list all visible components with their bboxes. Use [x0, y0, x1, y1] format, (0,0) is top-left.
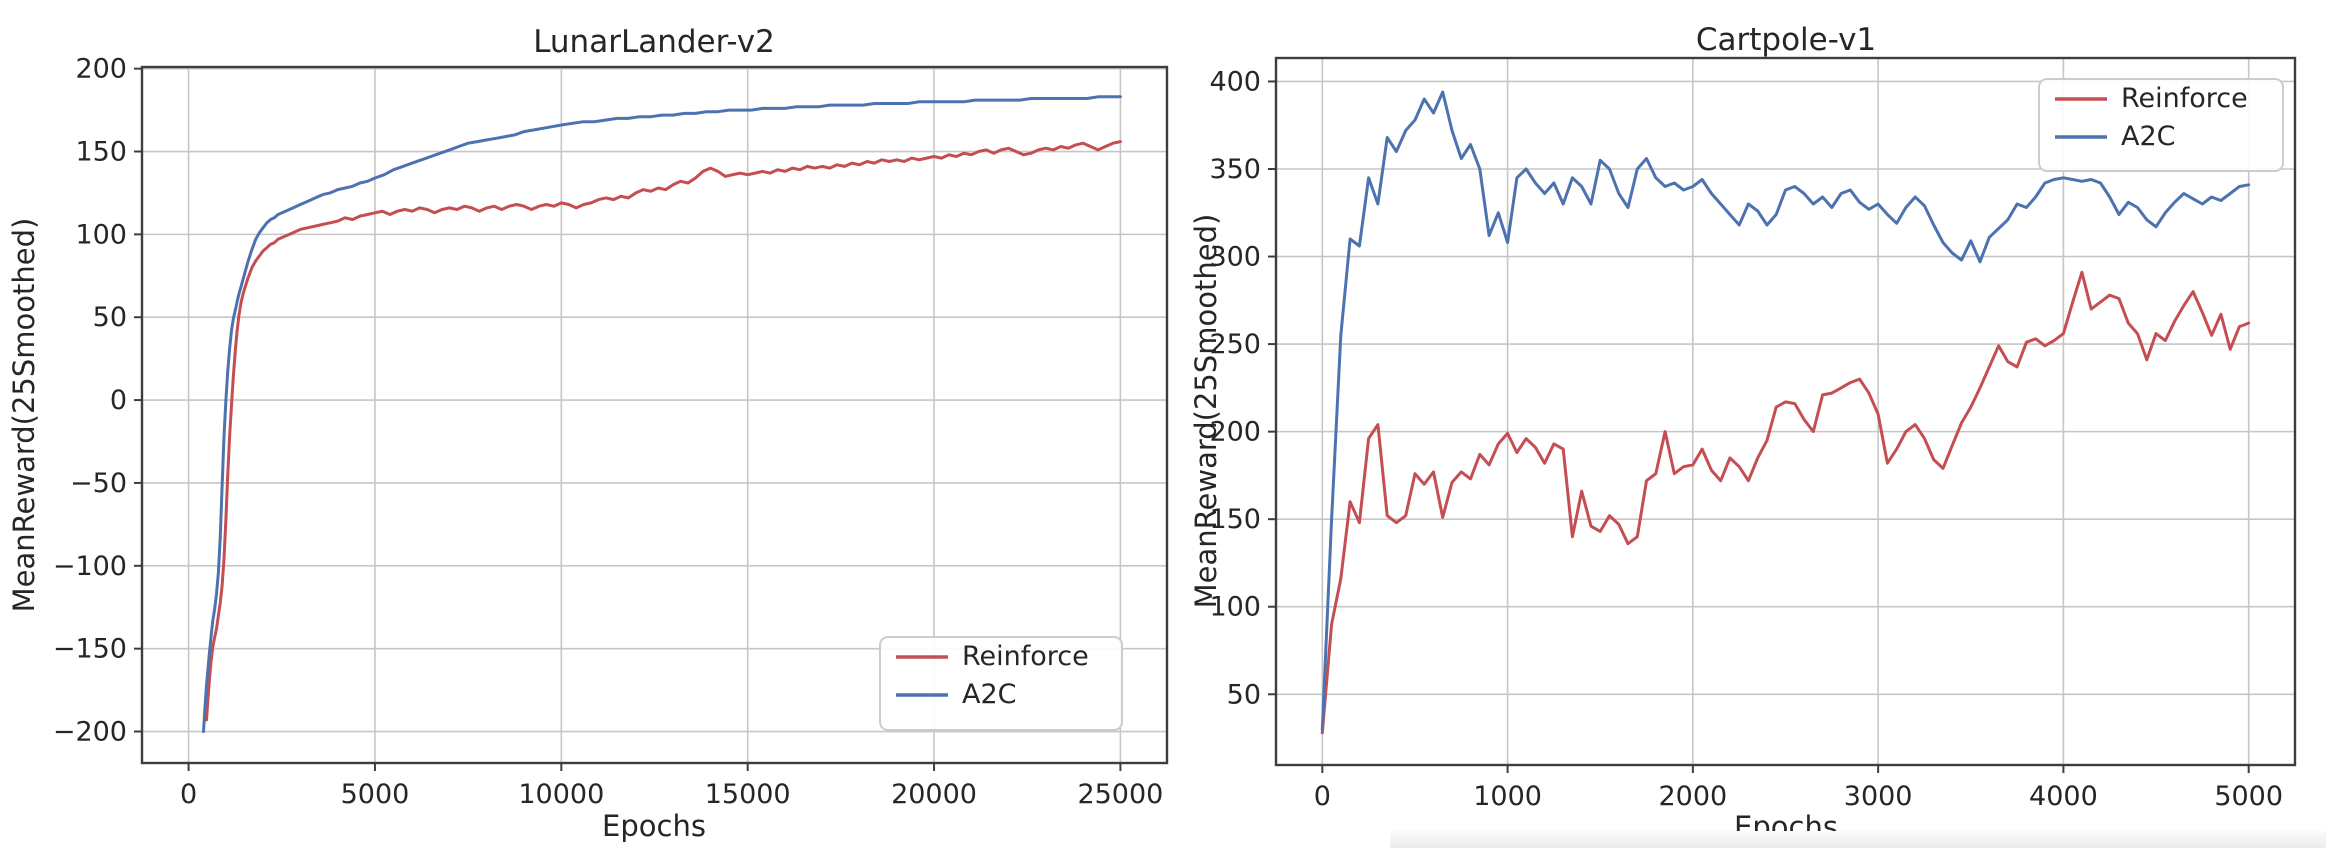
y-tick-label: 150: [1209, 504, 1261, 535]
x-tick-label: 1000: [1473, 781, 1542, 812]
axes-frame: [140, 65, 1169, 765]
y-tick-label: 300: [1209, 242, 1261, 273]
x-tick-label: 20000: [891, 779, 977, 810]
legend-box: [879, 636, 1123, 731]
series-line-reinforce: [205, 140, 1122, 722]
x-tick-label: 4000: [2029, 781, 2098, 812]
chart-title: LunarLander-v2: [533, 24, 775, 60]
y-tick-label: 50: [1227, 679, 1261, 710]
y-tick-label: −200: [53, 717, 127, 748]
x-tick-label: 15000: [705, 779, 791, 810]
x-tick-label: 0: [180, 779, 197, 810]
gridlines: [142, 67, 1167, 763]
y-axis-label: MeanReward(25Smoothed): [1189, 214, 1223, 609]
x-tick-label: 3000: [1844, 781, 1913, 812]
series-line-reinforce: [1320, 270, 2251, 735]
legend-label-a2c: A2C: [962, 679, 1017, 710]
chart-title: Cartpole-v1: [1696, 22, 1876, 58]
series-line-a2c: [202, 95, 1122, 733]
legend-box: [2038, 78, 2284, 172]
x-tick-label: 0: [1314, 781, 1331, 812]
tick-marks: [134, 67, 1122, 771]
x-axis-label: Epochs: [602, 809, 706, 843]
x-tick-label: 5000: [2214, 781, 2283, 812]
tick-marks: [1268, 80, 2250, 773]
y-tick-label: 200: [75, 54, 127, 85]
y-tick-label: −50: [70, 468, 127, 499]
y-tick-label: −150: [53, 634, 127, 665]
y-tick-label: 400: [1209, 66, 1261, 97]
x-tick-label: 10000: [518, 779, 604, 810]
plot-area: [1276, 58, 2295, 765]
legend-label-reinforce: Reinforce: [962, 641, 1089, 672]
y-tick-label: 0: [110, 385, 127, 416]
y-tick-label: 350: [1209, 154, 1261, 185]
y-tick-label: 200: [1209, 417, 1261, 448]
screenshot-edge-artifact: [1390, 831, 2326, 848]
legend-label-reinforce: Reinforce: [2121, 83, 2248, 114]
y-tick-label: 250: [1209, 329, 1261, 360]
legend-label-a2c: A2C: [2121, 121, 2176, 152]
y-tick-label: −100: [53, 551, 127, 582]
x-tick-label: 5000: [341, 779, 410, 810]
y-tick-label: 100: [75, 219, 127, 250]
y-tick-label: 150: [75, 137, 127, 168]
axes-frame: [1274, 56, 2297, 767]
y-tick-label: 50: [93, 302, 127, 333]
y-tick-label: 100: [1209, 592, 1261, 623]
legend: Reinforce A2C: [879, 636, 1123, 731]
series-line-a2c: [1320, 90, 2251, 731]
chart-lunarlander: 0 5000 10000 15000 20000 25000 200 150 100 50 0 −50…: [7, 24, 1169, 843]
x-tick-label: 25000: [1077, 779, 1163, 810]
legend: Reinforce A2C: [2038, 78, 2284, 172]
y-axis-label: MeanReward(25Smoothed): [7, 218, 41, 613]
chart-cartpole: 0 1000 2000 3000 4000 5000 400 350 300 250 200 150 1…: [1189, 22, 2297, 844]
x-tick-label: 2000: [1659, 781, 1728, 812]
